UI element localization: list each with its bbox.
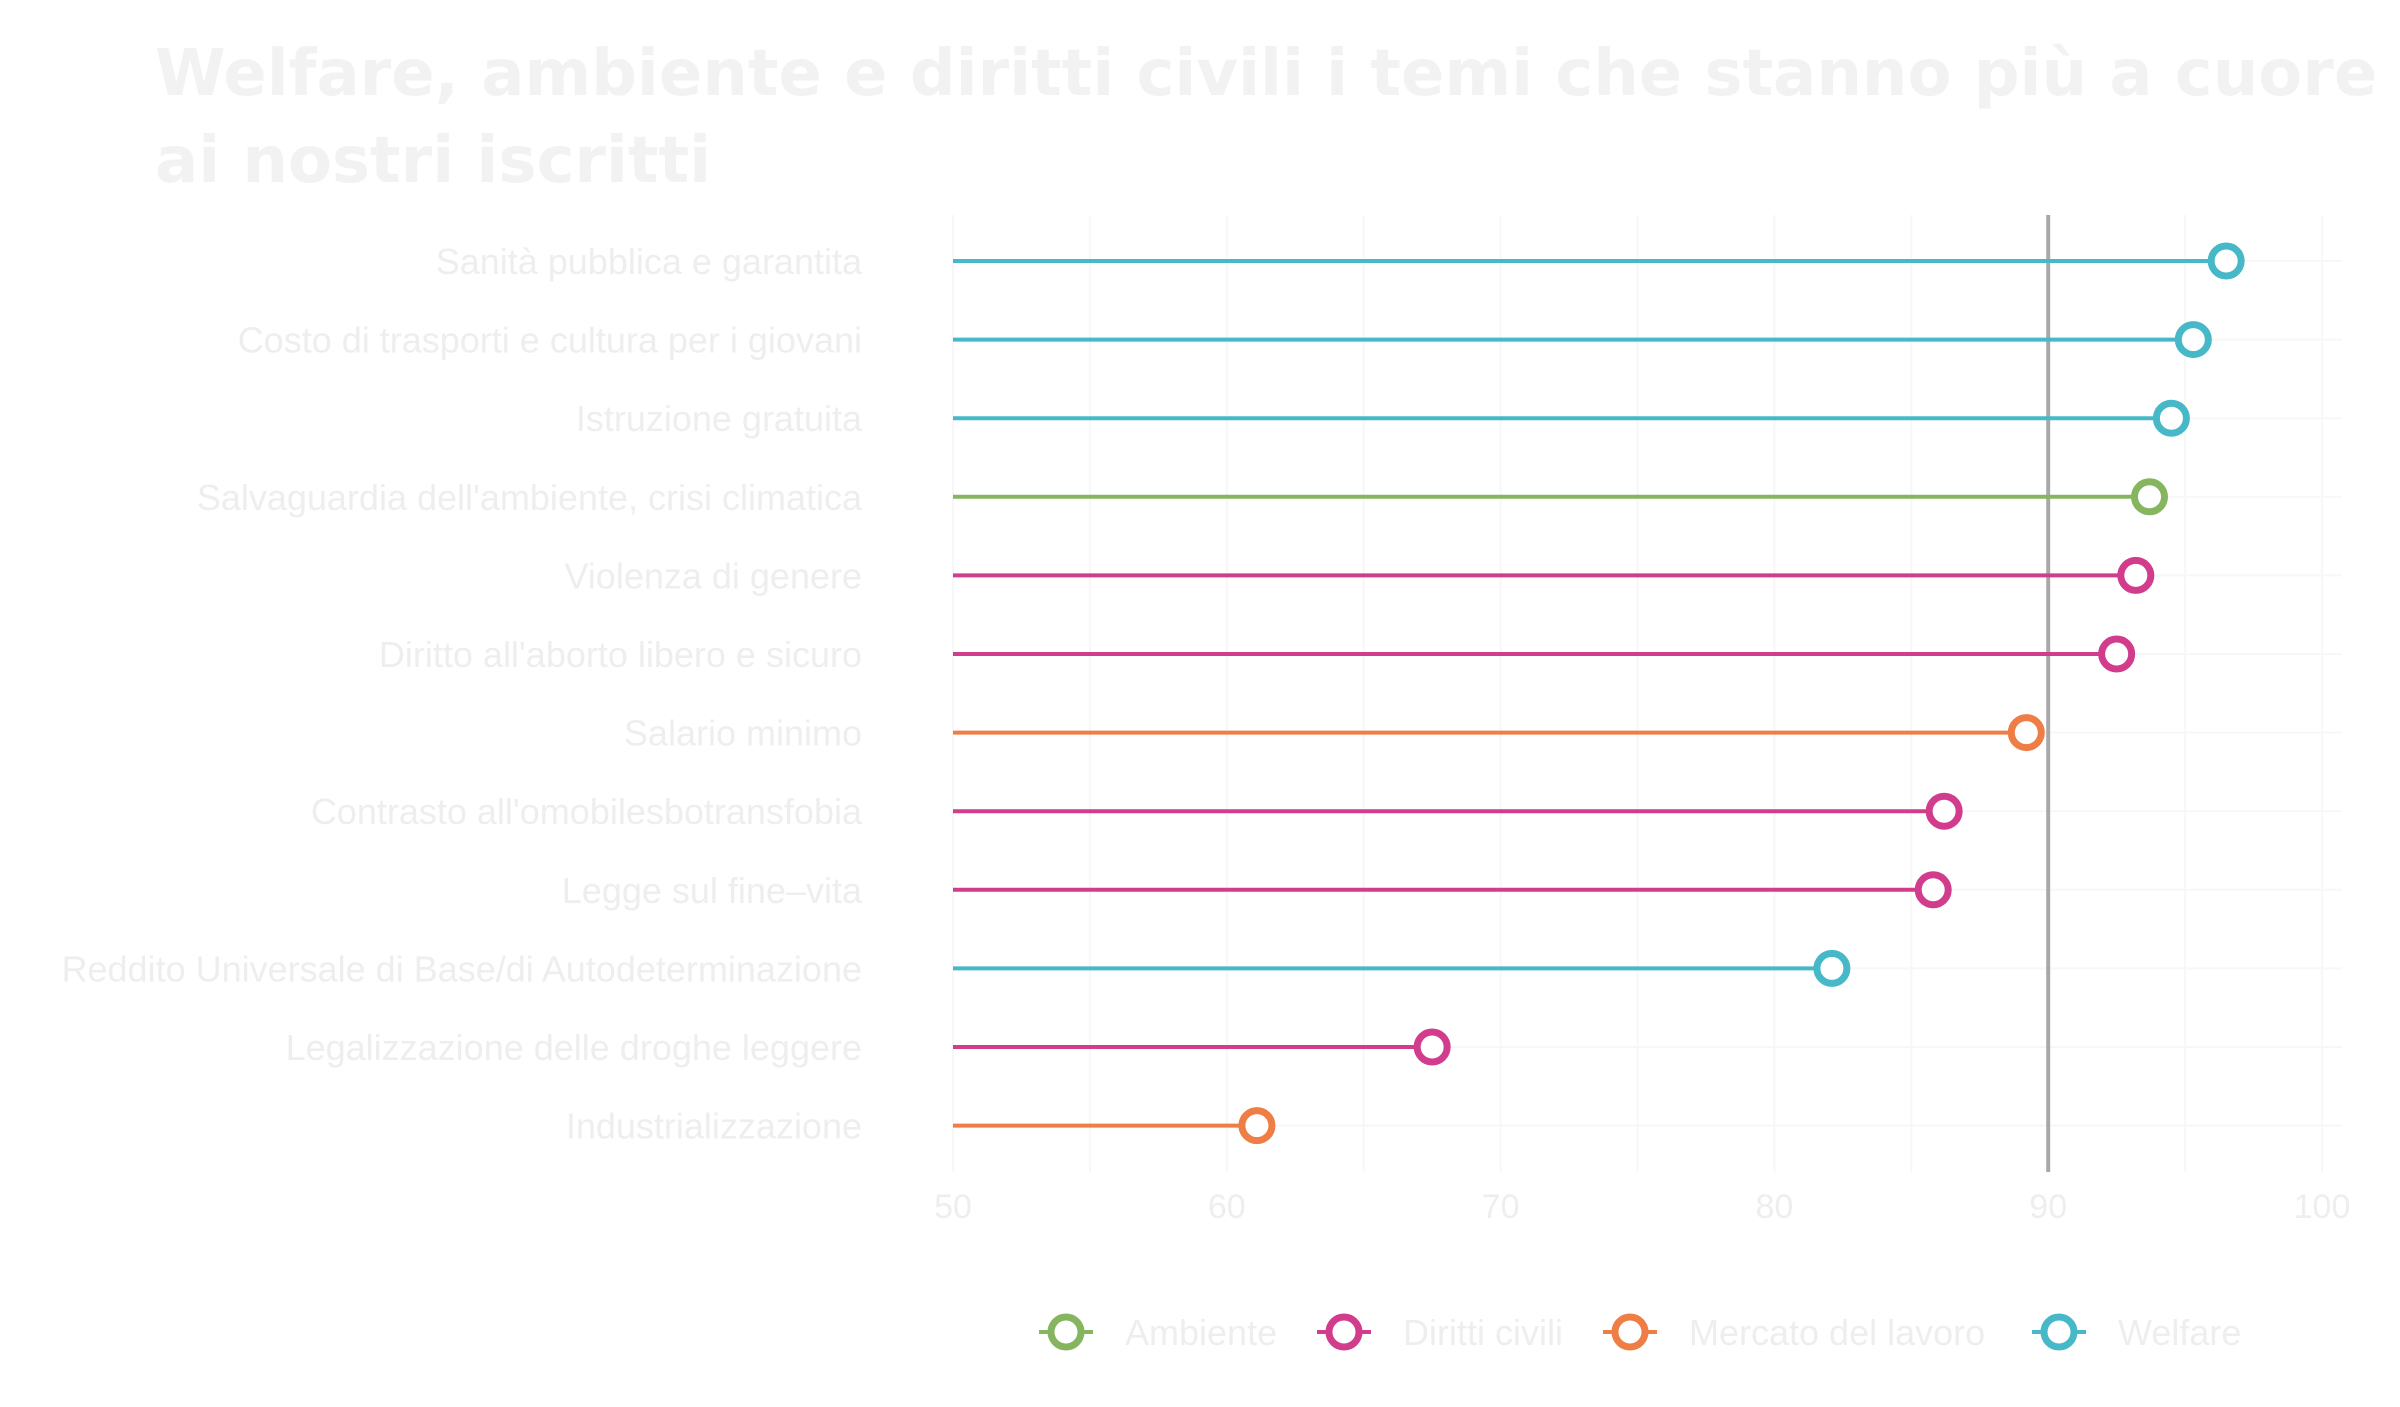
lollipop-points: [1238, 242, 2245, 1145]
x-tick-label-80: 80: [1755, 1188, 1793, 1226]
category-label-violenza-di-genere: Violenza di genere: [564, 555, 862, 596]
legend-label-ambiente: Ambiente: [1125, 1312, 1277, 1353]
legend-key-welfare: [2040, 1313, 2078, 1351]
category-label-diritto-all-aborto-libero-e-sicuro: Diritto all'aborto libero e sicuro: [379, 634, 862, 675]
legend-key-ambiente: [1047, 1313, 1085, 1351]
category-label-salario-minimo: Salario minimo: [624, 713, 862, 754]
x-tick-label-90: 90: [2029, 1188, 2067, 1226]
chart-title-line-1: Welfare, ambiente e diritti civili i tem…: [155, 37, 2377, 111]
category-label-contrasto-all-omobilesbotransfobia: Contrasto all'omobilesbotransfobia: [311, 791, 863, 832]
point-contrasto-all-omobilesbotransfobia: [1925, 792, 1963, 830]
chart-title-line-2: ai nostri iscritti: [155, 124, 711, 198]
legend-key-diritti-civili: [1325, 1313, 1363, 1351]
point-istruzione-gratuita: [2152, 399, 2190, 437]
point-violenza-di-genere: [2117, 556, 2155, 594]
x-axis-ticks: 50 60 70 80 90 100: [934, 1188, 2350, 1226]
grid: [952, 215, 2342, 1172]
category-labels: Sanità pubblica e garantita Costo di tras…: [62, 241, 863, 1147]
category-label-legalizzazione-delle-droghe-leggere: Legalizzazione delle droghe leggere: [286, 1027, 862, 1068]
category-label-istruzione-gratuita: Istruzione gratuita: [576, 398, 863, 439]
legend: Ambiente Diritti civili Mercato del lavoro…: [1039, 1312, 2241, 1353]
x-tick-label-100: 100: [2294, 1188, 2351, 1226]
point-legalizzazione-delle-droghe-leggere: [1413, 1028, 1451, 1066]
point-legge-sul-fine-vita: [1914, 871, 1952, 909]
point-reddito-universale-di-base-di-autodeterminazione: [1813, 949, 1851, 987]
category-label-costo-di-trasporti-e-cultura-per-i-giovani: Costo di trasporti e cultura per i giova…: [238, 320, 862, 361]
lollipop-stems: [953, 259, 2227, 1128]
x-tick-label-50: 50: [934, 1188, 972, 1226]
legend-label-welfare: Welfare: [2118, 1312, 2241, 1353]
chart-title: Welfare, ambiente e diritti civili i tem…: [155, 37, 2377, 198]
category-label-legge-sul-fine-vita: Legge sul fine–vita: [562, 870, 863, 911]
point-diritto-all-aborto-libero-e-sicuro: [2098, 635, 2136, 673]
x-tick-label-60: 60: [1208, 1188, 1246, 1226]
point-salvaguardia-dell-ambiente-crisi-climatica: [2131, 478, 2169, 516]
category-label-salvaguardia-dell-ambiente-crisi-climatica: Salvaguardia dell'ambiente, crisi climat…: [197, 477, 863, 518]
point-industrializzazione: [1238, 1107, 1276, 1145]
point-sanita-pubblica-e-garantita: [2207, 242, 2245, 280]
legend-label-mercato-del-lavoro: Mercato del lavoro: [1689, 1312, 1985, 1353]
category-label-reddito-universale-di-base-di-autodeterminazione: Reddito Universale di Base/di Autodeterm…: [62, 948, 862, 989]
x-tick-label-70: 70: [1482, 1188, 1520, 1226]
legend-label-diritti-civili: Diritti civili: [1403, 1312, 1563, 1353]
point-costo-di-trasporti-e-cultura-per-i-giovani: [2174, 321, 2212, 359]
category-label-industrializzazione: Industrializzazione: [566, 1106, 862, 1147]
legend-key-mercato-del-lavoro: [1611, 1313, 1649, 1351]
point-salario-minimo: [2007, 714, 2045, 752]
category-label-sanita-pubblica-e-garantita: Sanità pubblica e garantita: [436, 241, 863, 282]
